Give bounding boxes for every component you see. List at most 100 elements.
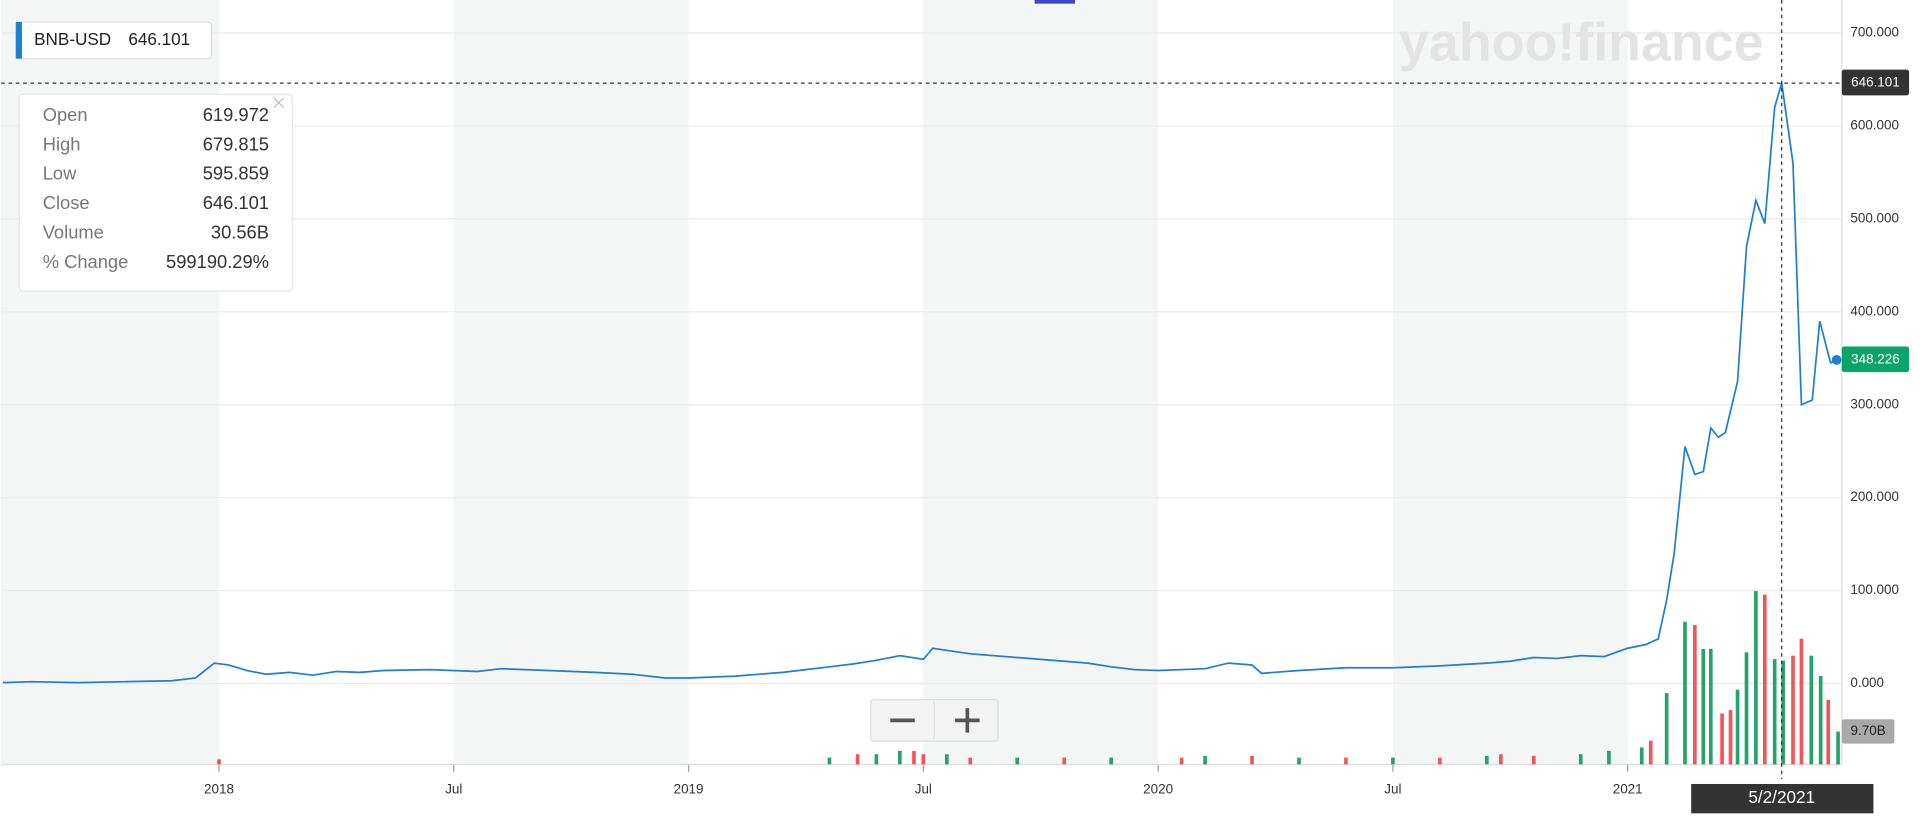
volume-bar [1664, 693, 1669, 765]
crosshair-badge [1841, 69, 1910, 96]
tooltip-close[interactable] [273, 97, 285, 109]
volume-bar [1754, 591, 1758, 765]
y-tick-label: 0.000 [1850, 675, 1884, 690]
volume-bar [1728, 710, 1733, 765]
volume-bar [1735, 689, 1740, 765]
top-marker [1034, 0, 1075, 4]
volume-bar [1781, 660, 1785, 765]
overlay: 9.70B 646.101 5/2/2021 348.226 [1, 0, 1910, 814]
y-tick-label: 200.000 [1850, 489, 1899, 504]
tooltip-value: 30.56B [211, 221, 269, 242]
date-badge [1691, 783, 1874, 814]
volume-bar [1683, 621, 1687, 765]
band [1392, 0, 1628, 765]
volume-bar [1062, 757, 1067, 765]
tooltip-label: Open [43, 104, 88, 125]
volume [217, 591, 1840, 765]
volume-bar [1639, 747, 1644, 765]
y-tick-label: 400.000 [1850, 303, 1899, 318]
volume-bar [1297, 757, 1301, 765]
y-tick-label: 700.000 [1850, 25, 1899, 40]
tooltip-label: % Change [43, 251, 129, 272]
x-tick-label: 2020 [1143, 782, 1173, 797]
tooltip: Open 619.972 High 679.815 Low 595.859 Close 646… [18, 93, 293, 292]
volume-bar [1799, 638, 1804, 765]
last-dot [1831, 355, 1842, 365]
tooltip-label: Low [43, 163, 77, 184]
x-tick-label: 2018 [204, 782, 234, 797]
volume-bar [1720, 713, 1724, 765]
tooltip-value: 619.972 [203, 104, 269, 125]
volume-bar [874, 754, 879, 765]
watermark: yahoo!finance [1399, 13, 1764, 73]
x-tick-label: 2019 [674, 782, 704, 797]
symbol-value: 646.101 [128, 30, 190, 49]
symbol-badge: BNB-USD 646.101 [15, 21, 213, 60]
volume-bar [1818, 676, 1823, 765]
tooltip-value: 599190.29% [166, 251, 269, 272]
volume-bar [1578, 754, 1583, 765]
badge-stripe [15, 22, 22, 59]
volume-bar [217, 759, 221, 765]
price-line [2, 82, 1838, 684]
tooltip-label: High [43, 133, 81, 154]
volume-bar [1531, 755, 1536, 765]
volume-bar [1203, 755, 1207, 765]
volume-bar [898, 750, 902, 765]
tooltip-box [18, 93, 293, 292]
tooltip-value: 595.859 [203, 163, 269, 184]
symbol: BNB-USD [34, 30, 111, 49]
volume-label: 9.70B [1851, 723, 1886, 738]
x-tick-label: Jul [1384, 782, 1401, 797]
volume-bar [1762, 594, 1767, 765]
y-tick-label: 600.000 [1850, 117, 1899, 132]
volume-bar [1791, 655, 1795, 765]
volume-bar [1809, 655, 1814, 765]
volume-bar [1438, 757, 1442, 765]
volume-bar [1250, 755, 1254, 765]
tooltip-value: 679.815 [203, 133, 269, 154]
x-tick-label: Jul [915, 782, 932, 797]
volume-bar [1391, 757, 1395, 765]
zoom-controls[interactable] [870, 698, 999, 742]
volume-bar [1836, 731, 1840, 765]
volume-bar [1109, 757, 1114, 765]
volume-bar [1826, 699, 1831, 765]
tooltip-label: Volume [43, 221, 104, 242]
volume-bar [912, 750, 916, 765]
band [453, 0, 689, 765]
x-tick-label: Jul [445, 782, 462, 797]
last-badge [1841, 346, 1910, 373]
volume-bar [921, 754, 926, 765]
volume-bar [1772, 659, 1777, 765]
volume-bar [1744, 652, 1749, 765]
y-tick-label: 100.000 [1850, 582, 1899, 597]
volume-bar [1708, 648, 1713, 765]
crosshair-date: 5/2/2021 [1748, 788, 1815, 807]
band [923, 0, 1159, 765]
volume-bar [827, 757, 832, 765]
volume-bar [1701, 648, 1706, 765]
volume-badge [1841, 719, 1895, 744]
volume-bar [1607, 750, 1611, 765]
x-tick-label: 2021 [1613, 782, 1643, 797]
volume-bar [1499, 754, 1503, 765]
volume-bar [1484, 755, 1489, 765]
y-tick-label: 300.000 [1850, 396, 1899, 411]
grid: 0.000 100.000 200.000 300.000 400.000 500.000… [1, 0, 1899, 797]
volume-bar [1648, 740, 1653, 765]
crosshair-value: 646.101 [1851, 75, 1900, 90]
volume-bar [1015, 757, 1020, 765]
volume-bar [855, 754, 860, 765]
tooltip-label: Close [43, 192, 90, 213]
volume-bar [1693, 625, 1697, 765]
volume-bar [968, 757, 973, 765]
price-line [2, 82, 1838, 684]
volume-bar [1344, 757, 1348, 765]
y-tick-label: 500.000 [1850, 210, 1899, 225]
tooltip-value: 646.101 [203, 192, 269, 213]
volume-bar [944, 754, 949, 765]
last-value: 348.226 [1851, 351, 1900, 366]
volume-bar [1179, 757, 1184, 765]
